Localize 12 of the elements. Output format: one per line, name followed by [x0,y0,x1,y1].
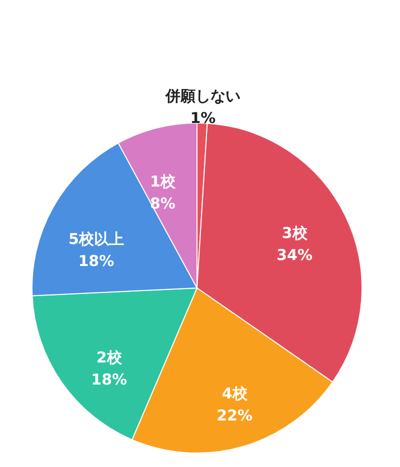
slice-label: 1校 [150,172,176,190]
slice-label: 4校 [222,384,248,403]
slice-label: 5校以上 [68,230,124,248]
data-label: 22% [216,406,253,425]
slice-label: 3校 [282,224,308,242]
slice-label: 併願しない [164,87,240,106]
data-label: 18% [78,252,114,270]
data-label: 18% [91,370,128,388]
slice-label: 2校 [96,348,123,366]
data-label: 8% [150,194,176,212]
data-label: 34% [276,246,313,264]
data-label: 1% [190,109,216,128]
